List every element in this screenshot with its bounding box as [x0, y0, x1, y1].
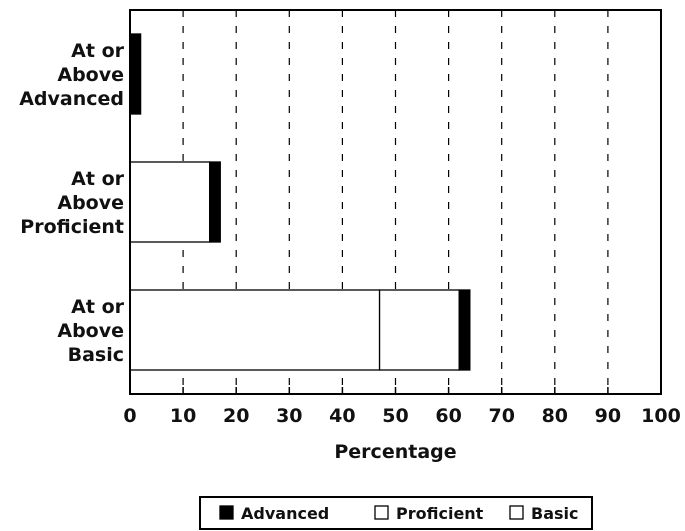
- x-tick-label: 60: [435, 405, 461, 427]
- legend-label-basic: Basic: [531, 504, 578, 523]
- x-axis-ticks: 0 10 20 30 40 50 60 70 80 90 100: [123, 387, 681, 427]
- category-label: At or: [71, 40, 124, 62]
- x-tick-label: 70: [488, 405, 514, 427]
- bar-segment-advanced: [208, 161, 221, 243]
- category-label: Proficient: [20, 216, 124, 238]
- x-tick-label: 40: [329, 405, 355, 427]
- x-tick-label: 30: [276, 405, 302, 427]
- x-tick-label: 10: [170, 405, 196, 427]
- legend-box: [199, 496, 593, 530]
- bars: [129, 33, 471, 371]
- category-label: Basic: [68, 344, 124, 366]
- category-label: Above: [57, 64, 124, 86]
- category-label: At or: [71, 168, 124, 190]
- x-tick-label: 0: [123, 405, 136, 427]
- category-label: Advanced: [19, 88, 124, 110]
- x-tick-label: 80: [542, 405, 568, 427]
- bar-segment-advanced: [129, 33, 142, 115]
- legend-swatch-basic: [509, 505, 524, 520]
- x-axis-title: Percentage: [334, 441, 456, 463]
- category-label: At or: [71, 296, 124, 318]
- category-label: Above: [57, 320, 124, 342]
- x-tick-label: 100: [641, 405, 681, 427]
- bar-segment-basic: [129, 289, 381, 371]
- legend-label-proficient: Proficient: [396, 504, 484, 523]
- bar-segment-proficient: [378, 289, 460, 371]
- category-label: Above: [57, 192, 124, 214]
- bar-segment-advanced: [458, 289, 471, 371]
- legend: Advanced Proficient Basic: [199, 496, 593, 530]
- legend-label-advanced: Advanced: [241, 504, 329, 523]
- x-tick-label: 50: [382, 405, 408, 427]
- legend-swatch-advanced: [219, 505, 234, 520]
- gridlines: [182, 10, 609, 394]
- x-tick-label: 20: [223, 405, 249, 427]
- bar-segment-proficient: [129, 161, 211, 243]
- legend-swatch-proficient: [374, 505, 389, 520]
- x-tick-label: 90: [595, 405, 621, 427]
